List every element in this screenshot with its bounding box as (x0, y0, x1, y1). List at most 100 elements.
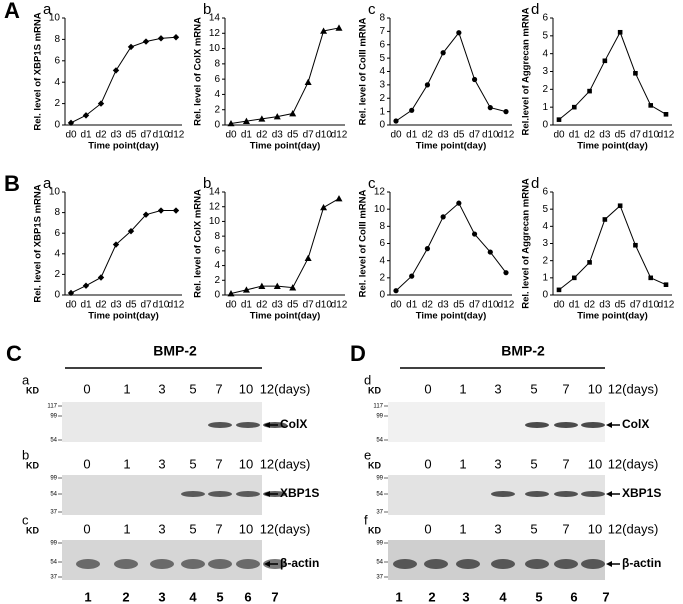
arrow-head (264, 491, 270, 497)
lane-label: 5 (530, 521, 537, 536)
data-point (440, 214, 446, 220)
data-point (304, 78, 312, 85)
y-tick-label: 4 (214, 260, 220, 271)
y-tick-label: 0 (379, 290, 385, 301)
x-tick-label: d12 (498, 300, 515, 311)
lane-label: 1 (459, 456, 466, 471)
band-label: β-actin (280, 556, 319, 570)
y-tick-label: 2 (379, 93, 385, 104)
band (181, 491, 205, 497)
marker-label: 37 (50, 510, 57, 516)
panel-label: b (203, 175, 211, 192)
data-point (112, 241, 120, 248)
x-tick-label: d10 (482, 130, 499, 141)
data-point (663, 112, 669, 117)
marker-label: 117 (47, 404, 57, 410)
lane-label: 7 (562, 456, 569, 471)
x-tick-label: d5 (125, 300, 137, 311)
x-tick-label: d2 (422, 300, 434, 311)
data-point (602, 58, 608, 64)
x-tick-label: d0 (390, 130, 402, 141)
data-point (424, 82, 431, 88)
data-point (602, 217, 608, 222)
data-point (440, 50, 446, 56)
y-tick-label: 8 (54, 207, 60, 218)
lane-label: 10 (588, 521, 602, 536)
lane-label: 1 (459, 381, 466, 396)
data-point (556, 287, 562, 293)
y-axis-label: Rel. level of XBP1S mRNA (33, 12, 44, 130)
lane-label: 1 (123, 456, 130, 471)
band (581, 559, 605, 569)
lane-label: 0 (424, 381, 431, 396)
lane-number: 4 (189, 589, 197, 604)
lane-label: 0 (424, 456, 431, 471)
x-tick-label: d10 (315, 300, 332, 311)
panel-label: c (368, 175, 376, 192)
x-tick-label: d12 (331, 300, 348, 311)
x-axis-label: Time point(day) (88, 311, 159, 322)
x-tick-label: d0 (225, 130, 237, 141)
band (236, 559, 260, 569)
x-tick-label: d7 (303, 130, 315, 141)
y-tick-label: 3 (542, 66, 548, 77)
x-tick-label: d5 (287, 300, 299, 311)
data-point (456, 200, 462, 206)
kd-label: KD (26, 525, 39, 535)
data-point (97, 100, 105, 107)
y-tick-label: 10 (374, 204, 386, 215)
x-tick-label: d3 (272, 300, 284, 311)
x-tick-label: d0 (225, 300, 237, 311)
y-tick-label: 10 (209, 216, 221, 227)
x-tick-label: d7 (469, 300, 481, 311)
series-line (395, 31, 507, 122)
y-tick-label: 0 (214, 290, 220, 301)
band (525, 422, 549, 428)
y-tick-label: 4 (214, 89, 220, 100)
y-tick-label: 6 (379, 39, 385, 50)
lane-number: 7 (602, 589, 609, 604)
lane-label: 3 (158, 381, 165, 396)
lane-label: 12(days) (260, 456, 311, 471)
y-tick-label: 0 (379, 120, 385, 131)
y-tick-label: 14 (209, 187, 221, 198)
y-tick-label: 12 (374, 187, 386, 198)
lane-label: 3 (494, 381, 501, 396)
data-point (487, 249, 493, 255)
band (491, 559, 515, 569)
x-tick-label: d0 (390, 300, 402, 311)
band (554, 491, 578, 497)
marker-label: 99 (376, 414, 383, 420)
lane-label: 5 (189, 521, 196, 536)
y-tick-label: 5 (542, 204, 548, 215)
blot (62, 475, 262, 515)
arrow-head (606, 422, 612, 428)
y-tick-label: 4 (54, 248, 60, 259)
x-tick-label: d1 (406, 300, 418, 311)
kd-label: KD (26, 385, 39, 395)
x-tick-label: d5 (453, 130, 465, 141)
lane-number: 6 (244, 589, 251, 604)
lane-number: 2 (428, 589, 435, 604)
x-tick-label: d12 (498, 130, 515, 141)
x-tick-label: d12 (331, 130, 348, 141)
data-point (648, 275, 654, 281)
lane-label: 12(days) (608, 381, 659, 396)
y-axis-label: Rel.level of Aggrecan mRNA (521, 7, 532, 135)
band (208, 559, 232, 569)
arrow-head (264, 422, 270, 428)
y-tick-label: 6 (214, 74, 220, 85)
data-point (424, 246, 431, 252)
x-tick-label: d3 (438, 130, 450, 141)
band (150, 559, 174, 569)
x-tick-label: d7 (303, 300, 315, 311)
x-tick-label: d1 (80, 130, 92, 141)
y-axis-label: Rel. level of ColII mRNA (358, 190, 369, 298)
x-tick-label: d5 (615, 300, 627, 311)
lane-number: 2 (122, 589, 129, 604)
x-tick-label: d1 (569, 300, 581, 311)
band (114, 559, 138, 569)
data-point (556, 117, 562, 122)
lane-number: 5 (535, 589, 542, 604)
lane-label: 5 (189, 456, 196, 471)
